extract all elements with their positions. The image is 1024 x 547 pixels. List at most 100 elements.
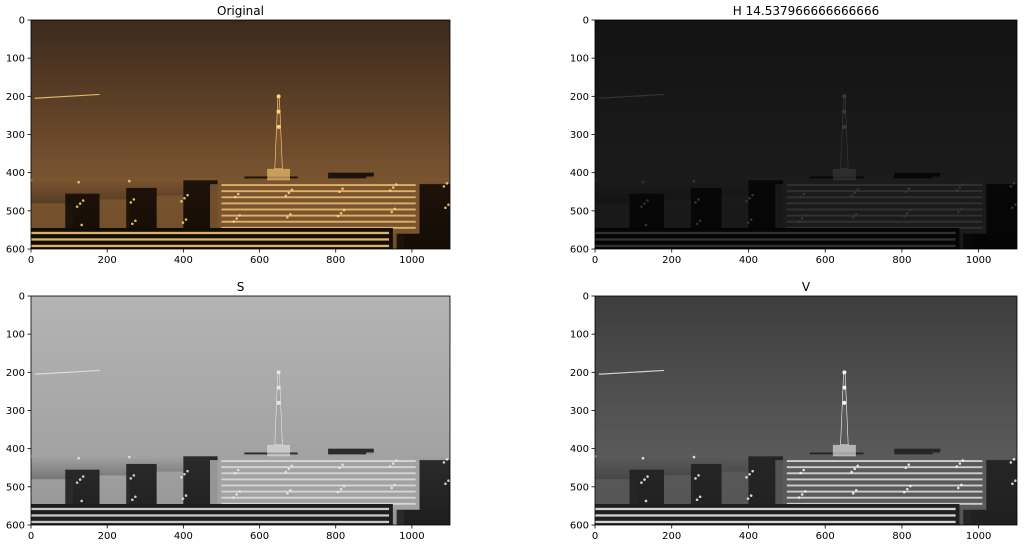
image-content <box>31 296 450 525</box>
city-light <box>80 223 83 227</box>
city-light <box>233 471 237 475</box>
city-light <box>1012 182 1016 185</box>
window-row <box>221 502 416 505</box>
x-tick-label: 0 <box>28 531 34 542</box>
tower-base <box>832 168 856 181</box>
x-tick-label: 600 <box>816 255 835 266</box>
x-tick-label: 0 <box>592 531 598 542</box>
city-light <box>342 208 346 212</box>
y-tick-label: 0 <box>583 292 589 303</box>
city-light <box>284 194 288 198</box>
city-light <box>955 189 959 192</box>
y-tick-label: 400 <box>6 168 25 179</box>
window-row <box>786 214 983 217</box>
window-row <box>221 214 416 217</box>
city-light <box>131 498 134 502</box>
city-light <box>183 472 186 476</box>
city-light <box>235 493 238 496</box>
window-row <box>786 460 983 463</box>
y-tick-label: 200 <box>570 92 589 103</box>
city-light <box>692 179 696 183</box>
city-light <box>134 219 137 223</box>
city-light <box>856 188 860 192</box>
subplot-title: H 14.537966666666666 <box>733 4 879 18</box>
city-light <box>751 193 754 197</box>
city-light <box>640 481 643 484</box>
city-light <box>394 459 398 462</box>
city-light <box>694 201 697 204</box>
city-light <box>853 191 857 195</box>
y-tick-label: 500 <box>6 206 25 217</box>
city-light <box>186 469 189 473</box>
x-tick-label: 600 <box>250 255 269 266</box>
city-light <box>290 188 294 192</box>
city-light <box>390 486 394 490</box>
city-light <box>78 478 82 481</box>
y-tick-label: 600 <box>6 245 25 256</box>
y-tick-label: 500 <box>570 482 589 493</box>
city-light <box>338 466 341 470</box>
tower-base <box>267 444 291 457</box>
city-light <box>851 492 855 495</box>
city-light <box>697 474 700 477</box>
window-row <box>786 472 983 475</box>
window-row <box>786 226 983 229</box>
parking-light-band <box>31 231 390 235</box>
subplot-title: V <box>802 280 811 294</box>
x-tick-label: 400 <box>174 255 193 266</box>
city-light <box>289 488 292 492</box>
city-light <box>236 192 240 196</box>
x-tick-label: 1000 <box>399 255 424 266</box>
city-light <box>1014 479 1017 483</box>
city-light <box>287 191 291 195</box>
city-light <box>1011 206 1014 210</box>
city-light <box>749 218 753 221</box>
city-light <box>1009 185 1013 188</box>
city-light <box>186 193 189 197</box>
y-tick-label: 100 <box>6 330 25 341</box>
window-row <box>221 484 416 487</box>
city-light <box>442 185 446 188</box>
city-light <box>393 207 397 211</box>
x-tick-label: 400 <box>739 255 758 266</box>
city-light <box>902 214 906 218</box>
x-tick-label: 200 <box>98 531 117 542</box>
city-light <box>958 186 962 189</box>
y-tick-label: 500 <box>570 206 589 217</box>
city-light <box>640 205 643 208</box>
city-light <box>132 198 136 201</box>
city-light <box>749 494 753 497</box>
city-light <box>391 186 395 189</box>
city-light <box>641 180 645 184</box>
city-light <box>77 180 80 184</box>
city-light <box>184 494 188 497</box>
city-light <box>643 478 646 481</box>
subplot-4: V 0 200 400 600 800 1000 0 100 200 300 400 500 600 <box>570 280 1018 542</box>
city-light <box>238 490 242 493</box>
main-building <box>217 178 420 234</box>
window-row <box>786 490 983 493</box>
image-content <box>595 20 1017 249</box>
city-light <box>961 183 965 186</box>
city-light <box>235 217 238 220</box>
y-tick-label: 100 <box>570 330 589 341</box>
city-light <box>180 475 183 479</box>
window-row <box>221 226 416 229</box>
city-light <box>697 198 700 201</box>
city-light <box>797 496 801 499</box>
city-light <box>388 189 392 192</box>
city-light <box>390 210 394 214</box>
parking-light-band <box>31 507 390 511</box>
city-light <box>342 484 346 488</box>
window-row <box>786 184 983 187</box>
city-light <box>904 466 908 470</box>
city-light <box>746 497 750 500</box>
city-light <box>856 464 860 468</box>
window-row <box>786 202 983 205</box>
city-light <box>745 199 748 203</box>
subplot-1: Original 0 200 400 600 800 1000 0 100 200 300 400 50… <box>6 4 451 266</box>
parking-light-band <box>595 244 956 248</box>
city-light <box>238 214 242 217</box>
city-light <box>81 475 85 478</box>
city-light <box>181 221 185 224</box>
